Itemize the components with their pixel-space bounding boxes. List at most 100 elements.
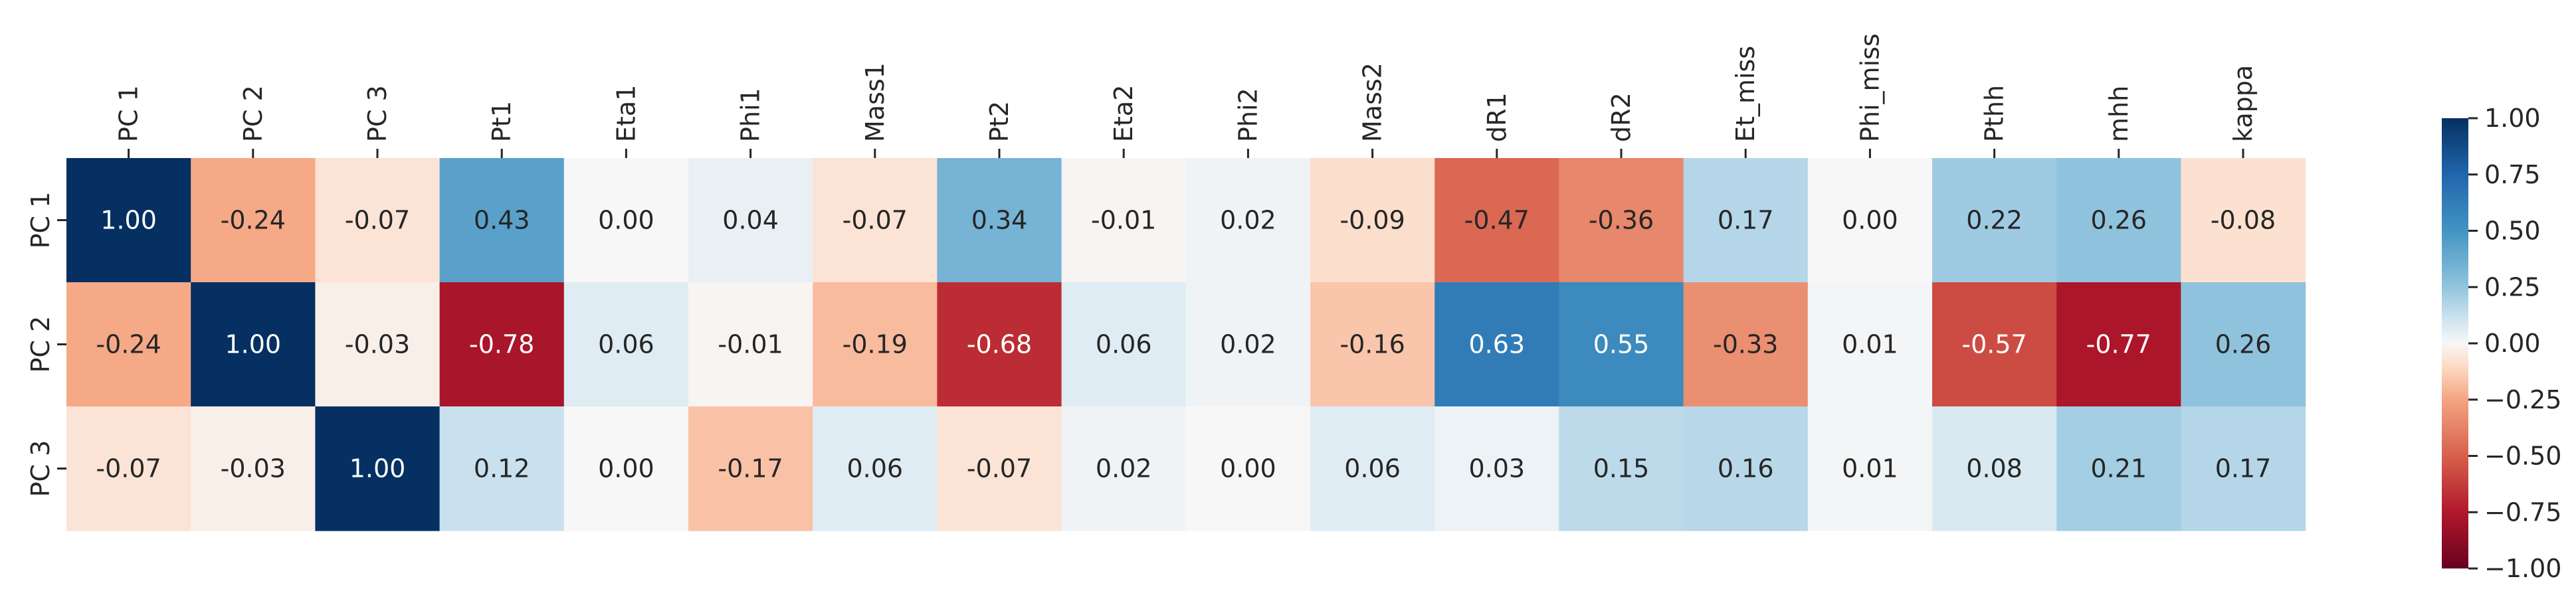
heatmap-cell [1185, 406, 1311, 531]
heatmap-cell-label: 0.02 [1096, 454, 1152, 483]
heatmap-cell [1435, 406, 1559, 531]
heatmap-cell [563, 282, 689, 407]
y-tick-label: PC 3 [26, 440, 55, 497]
x-tick-label: Mass1 [860, 62, 890, 142]
heatmap-cell [439, 158, 565, 283]
x-tick-label: Pt2 [985, 101, 1014, 142]
heatmap-cell-label: -0.24 [221, 206, 286, 235]
x-tick-label: Et_miss [1731, 46, 1760, 142]
heatmap-cell-label: 0.03 [1468, 454, 1525, 483]
heatmap-cell-label: -0.16 [1339, 330, 1405, 359]
heatmap-cell [2056, 282, 2181, 407]
heatmap-cell [2181, 158, 2306, 283]
x-tick-label: mhh [2104, 86, 2133, 142]
heatmap-cell-label: -0.78 [469, 330, 534, 359]
heatmap-cell-label: 0.04 [722, 206, 779, 235]
heatmap-cell [1310, 158, 1435, 283]
colorbar-tick-label: −0.50 [2484, 442, 2561, 471]
heatmap-cell [1683, 158, 1809, 283]
heatmap-cell-label: -0.07 [967, 454, 1032, 483]
heatmap-cell-label: 0.26 [2090, 206, 2147, 235]
heatmap-cell-label: 0.17 [2215, 454, 2272, 483]
heatmap-cell-label: 0.16 [1718, 454, 1774, 483]
heatmap-cell-label: 0.06 [598, 330, 654, 359]
heatmap-cell [191, 282, 316, 407]
heatmap-cell [2181, 282, 2306, 407]
heatmap-cell [66, 158, 191, 283]
heatmap-cell-label: 0.01 [1842, 330, 1898, 359]
y-tick-label: PC 1 [26, 192, 55, 249]
colorbar-gradient [2442, 118, 2468, 568]
x-tick-label: PC 2 [239, 85, 268, 142]
heatmap-cell [1807, 406, 1933, 531]
heatmap-cell [191, 406, 316, 531]
x-tick-label: PC 1 [114, 85, 144, 142]
heatmap-cell-label: 0.15 [1593, 454, 1650, 483]
x-tick-label: PC 3 [363, 85, 392, 142]
x-tick-label: dR1 [1482, 92, 1512, 142]
heatmap-cell [1559, 282, 1684, 407]
heatmap-cell [439, 406, 565, 531]
heatmap-cell-label: -0.01 [1091, 206, 1156, 235]
x-tick-label: Phi_miss [1855, 33, 1884, 142]
x-tick-label: Eta2 [1109, 85, 1138, 142]
heatmap-cell [439, 282, 565, 407]
heatmap-cell [191, 158, 316, 283]
x-tick-label: Eta1 [611, 85, 641, 142]
heatmap-cell-label: 0.02 [1220, 330, 1276, 359]
heatmap-cell [1061, 158, 1187, 283]
heatmap-cell [937, 406, 1062, 531]
heatmap-cell-label: 0.00 [598, 454, 654, 483]
heatmap-cell [813, 282, 938, 407]
x-tick-label: Phi2 [1233, 88, 1262, 142]
heatmap-cell-label: 0.06 [1096, 330, 1152, 359]
heatmap-cell [813, 406, 938, 531]
heatmap-cell-label: -0.01 [718, 330, 783, 359]
heatmap-cell [1559, 406, 1684, 531]
heatmap-cell-label: 0.02 [1220, 206, 1276, 235]
colorbar-tick-label: 0.00 [2484, 329, 2541, 358]
heatmap-cell-label: 0.17 [1718, 206, 1774, 235]
heatmap-cell-label: -0.17 [718, 454, 783, 483]
heatmap-cell [937, 158, 1062, 283]
heatmap-cell [315, 406, 441, 531]
heatmap-cell-label: -0.33 [1713, 330, 1778, 359]
x-tick-label: Pthh [1980, 85, 2009, 142]
heatmap-cell-label: 1.00 [349, 454, 406, 483]
heatmap-cell [1559, 158, 1684, 283]
heatmap-cell [66, 282, 191, 407]
heatmap-cell [563, 406, 689, 531]
heatmap-cell-label: 1.00 [100, 206, 157, 235]
x-axis-ticks: PC 1 PC 2 PC 3 Pt1 Eta1 Phi1 Mass1 Pt2 Eta2 Phi2 M… [114, 33, 2258, 158]
heatmap-cell-label: -0.07 [345, 206, 410, 235]
heatmap-cell [1807, 158, 1933, 283]
heatmap-cell [315, 158, 441, 283]
heatmap-cell-label: -0.57 [1961, 330, 2027, 359]
heatmap-cell [1310, 282, 1435, 407]
heatmap-cell-label: 0.00 [598, 206, 654, 235]
heatmap-cell-label: 0.43 [474, 206, 530, 235]
heatmap-cell-label: 0.55 [1593, 330, 1650, 359]
colorbar-tick-label: 1.00 [2484, 104, 2541, 133]
heatmap-cell [688, 158, 813, 283]
heatmap-cell-label: 0.26 [2215, 330, 2272, 359]
x-tick-label: kappa [2229, 65, 2258, 142]
heatmap-cell [315, 282, 441, 407]
heatmap-cell-label: 1.00 [225, 330, 281, 359]
colorbar [2442, 118, 2468, 568]
heatmap-cell-label: -0.07 [842, 206, 908, 235]
heatmap-cell-label: -0.47 [1464, 206, 1530, 235]
heatmap-cell [1683, 282, 1809, 407]
heatmap-cell [563, 158, 689, 283]
y-axis-ticks: PC 1 PC 2 PC 3 [26, 192, 66, 497]
heatmap-cell-label: 0.08 [1966, 454, 2023, 483]
x-tick-label: dR2 [1607, 92, 1636, 142]
heatmap-cell-label: -0.07 [96, 454, 161, 483]
heatmap-cell-label: 0.00 [1220, 454, 1276, 483]
heatmap-cell [1435, 282, 1559, 407]
heatmap-cell [2056, 406, 2181, 531]
x-tick-label: Pt1 [487, 101, 516, 142]
heatmap-cell-label: -0.36 [1589, 206, 1654, 235]
colorbar-tick-label: −0.25 [2484, 385, 2561, 414]
